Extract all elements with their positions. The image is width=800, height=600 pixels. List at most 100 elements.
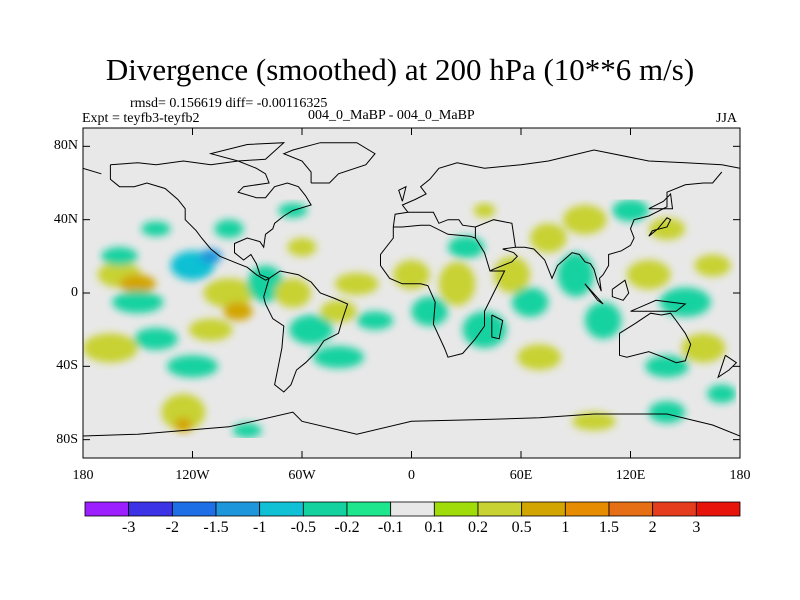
colorbar-label: -0.5 <box>290 519 316 536</box>
field-blob-8 <box>203 278 255 308</box>
field-blob-11 <box>166 355 219 378</box>
colorbar-swatch-6 <box>346 501 392 517</box>
field-blob-21 <box>287 238 317 257</box>
colorbar-label: 1 <box>561 519 570 536</box>
lon-label: 180 <box>729 468 751 483</box>
colorbar-label: 2 <box>648 519 657 536</box>
coastline-8 <box>515 171 723 292</box>
divergence-field <box>83 199 737 438</box>
field-blob-42 <box>694 254 731 277</box>
colorbar-swatch-11 <box>564 501 610 517</box>
field-blob-9 <box>223 302 253 321</box>
field-blob-3 <box>101 247 138 266</box>
lon-label: 120W <box>175 468 210 483</box>
colorbar <box>84 501 741 517</box>
coastline-16 <box>491 314 504 340</box>
colorbar-swatch-3 <box>215 501 261 517</box>
field-blob-41 <box>659 287 711 317</box>
field-blob-14 <box>141 221 171 237</box>
colorbar-label: 0.2 <box>468 519 488 536</box>
coastline-2 <box>282 142 376 184</box>
field-blob-38 <box>612 199 649 222</box>
field-blob-24 <box>356 311 394 330</box>
colorbar-swatch-5 <box>302 501 348 517</box>
field-blob-39 <box>626 260 671 290</box>
field-blob-22 <box>214 219 244 238</box>
field-blob-29 <box>462 311 507 348</box>
field-blob-40 <box>648 217 686 240</box>
coastline-12 <box>611 279 630 301</box>
coastline-11 <box>584 283 604 305</box>
field-blob-47 <box>232 423 262 438</box>
colorbar-label: 3 <box>692 519 701 536</box>
field-blob-33 <box>530 223 567 253</box>
field-blob-45 <box>572 412 616 431</box>
coastline-15 <box>717 354 738 379</box>
field-blob-34 <box>517 344 562 370</box>
coastline-7 <box>475 219 519 272</box>
field-blob-48 <box>707 384 737 404</box>
field-blob-32 <box>511 287 549 317</box>
coastline-6 <box>407 211 476 238</box>
axis-ticks <box>82 128 741 458</box>
map-title: Divergence (smoothed) at 200 hPa (10**6 … <box>105 52 695 87</box>
lon-label: 60E <box>509 468 533 483</box>
colorbar-swatch-10 <box>521 501 566 517</box>
colorbar-swatch-12 <box>608 501 654 517</box>
coastline-3 <box>380 224 506 358</box>
field-blob-20 <box>312 346 365 369</box>
stats-text: rmsd= 0.156619 diff= -0.00116325 <box>130 96 328 111</box>
colorbar-swatch-14 <box>695 501 741 517</box>
lon-label: 0 <box>408 468 415 483</box>
lat-label: 0 <box>71 285 78 300</box>
colorbar-label: -0.2 <box>334 519 360 536</box>
case-label: 004_0_MaBP - 004_0_MaBP <box>308 108 475 123</box>
colorbar-swatch-9 <box>477 501 523 517</box>
colorbar-swatch-0 <box>84 501 130 517</box>
field-blob-37 <box>584 302 622 339</box>
coastline-17 <box>83 411 740 437</box>
field-blob-35 <box>557 252 594 297</box>
coastline-14 <box>619 312 692 364</box>
field-blob-7 <box>199 249 222 264</box>
lat-label: 80S <box>56 431 78 447</box>
colorbar-label: -3 <box>121 519 136 536</box>
colorbar-swatch-13 <box>652 501 697 517</box>
coastline-18 <box>208 142 286 162</box>
coastline-4 <box>392 149 740 228</box>
field-blob-10 <box>188 318 233 341</box>
colorbar-label: 1.5 <box>599 519 619 536</box>
coastline-19 <box>648 192 674 210</box>
field-blob-18 <box>320 300 357 323</box>
colorbar-swatch-1 <box>128 501 173 517</box>
colorbar-label: 0.1 <box>424 519 445 536</box>
season-label: JJA <box>716 111 738 126</box>
field-blob-44 <box>645 355 689 378</box>
expt-label: Expt = teyfb3-teyfb2 <box>82 111 200 126</box>
field-blob-25 <box>393 260 430 290</box>
field-blob-28 <box>448 236 485 259</box>
lon-label: 180 <box>72 468 94 483</box>
lon-label: 120E <box>615 468 646 483</box>
colorbar-swatch-8 <box>433 501 479 517</box>
lat-label: 40S <box>56 358 78 374</box>
field-blob-43 <box>681 333 726 363</box>
lat-label: 80N <box>53 138 78 154</box>
colorbar-label: -0.1 <box>377 519 404 536</box>
colorbar-swatch-7 <box>390 501 435 517</box>
coastline-9 <box>398 185 407 202</box>
field-blob-36 <box>562 205 607 235</box>
colorbar-swatch-2 <box>171 501 217 517</box>
colorbar-label: 0.5 <box>511 519 532 536</box>
coastline-5 <box>83 167 102 175</box>
colorbar-swatch-4 <box>259 501 304 517</box>
field-blob-5 <box>134 327 178 350</box>
coastline-1 <box>263 270 349 393</box>
field-blob-4 <box>83 333 138 363</box>
field-blob-30 <box>473 203 496 218</box>
field-blob-2 <box>112 291 164 314</box>
lat-label: 40N <box>53 211 78 227</box>
coastline-0 <box>109 160 312 281</box>
field-blob-46 <box>648 401 686 424</box>
field-blob-13 <box>174 417 193 433</box>
